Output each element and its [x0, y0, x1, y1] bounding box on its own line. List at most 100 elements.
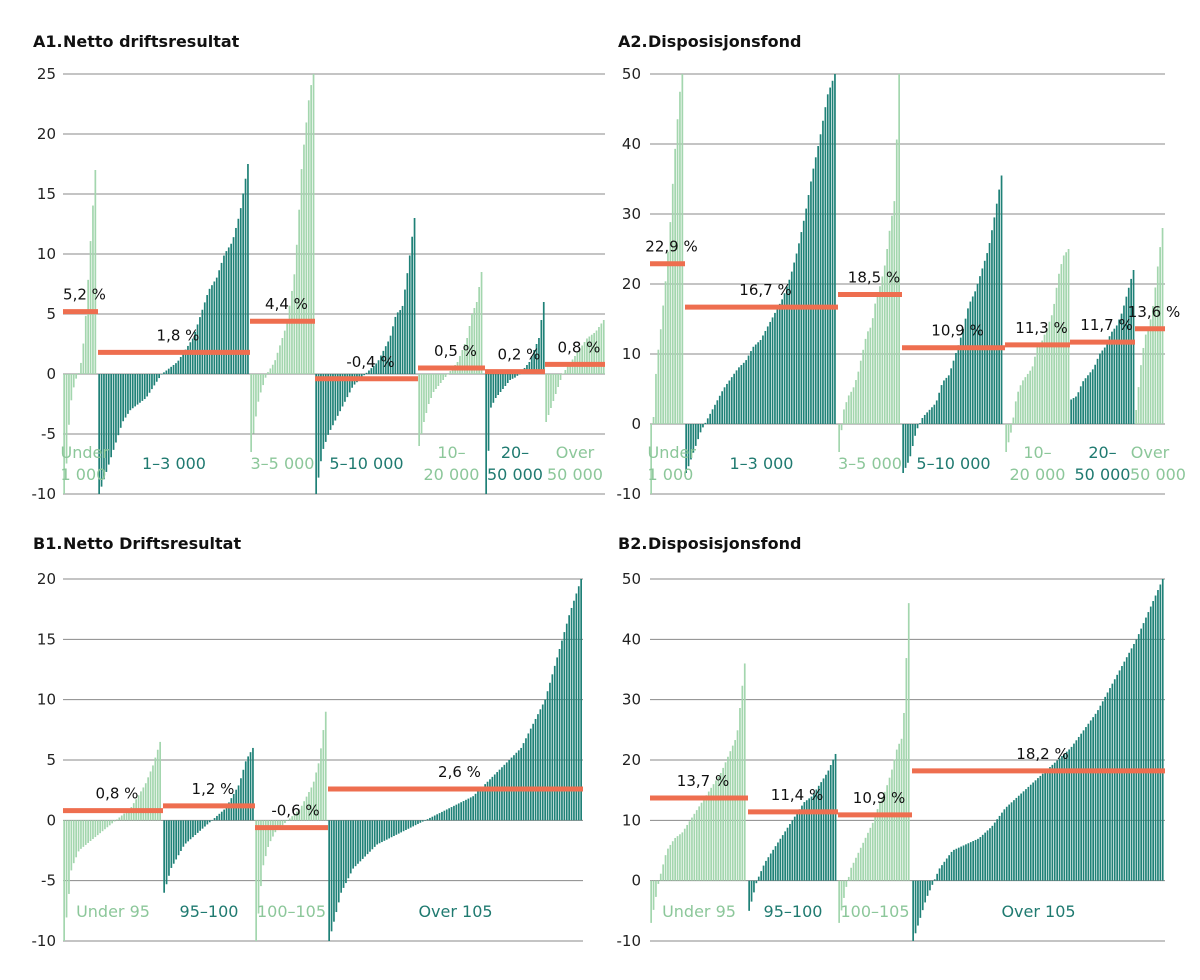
bar	[276, 352, 279, 374]
bar	[70, 820, 73, 871]
bar	[786, 827, 789, 881]
bar	[312, 74, 315, 374]
bar	[774, 312, 776, 424]
bar	[499, 374, 502, 392]
y-tick-label: -5	[41, 425, 56, 443]
bar	[738, 367, 740, 424]
bar	[189, 820, 192, 840]
y-tick-label: 0	[46, 365, 56, 383]
mean-label: 11,4 %	[771, 786, 823, 804]
bar	[361, 820, 364, 859]
bar	[693, 813, 696, 881]
bar	[676, 119, 679, 424]
bar	[1049, 767, 1051, 881]
bar	[194, 820, 197, 836]
y-tick-label: 50	[622, 570, 641, 588]
bar	[105, 374, 108, 472]
bar	[352, 820, 354, 869]
bar	[329, 374, 332, 430]
bar	[1130, 648, 1133, 881]
bar	[192, 820, 194, 838]
bar	[745, 360, 747, 424]
bar	[127, 374, 129, 414]
bar	[354, 820, 357, 867]
bar	[924, 880, 926, 903]
bar	[1084, 378, 1087, 424]
bar	[117, 374, 120, 436]
bar	[1125, 296, 1128, 424]
bar	[759, 340, 762, 424]
mean-label: 13,6 %	[1128, 303, 1180, 321]
group-2: 18,5 %	[838, 74, 902, 452]
bar	[1147, 612, 1150, 881]
bar	[710, 787, 712, 881]
bar	[776, 308, 779, 424]
bar	[781, 299, 783, 424]
bar	[838, 880, 840, 923]
bar	[1044, 771, 1046, 881]
bar	[501, 767, 503, 821]
bar	[914, 880, 917, 934]
bar	[1075, 396, 1077, 424]
bar	[537, 714, 539, 821]
group-label: 100–105	[256, 902, 327, 921]
panel-title-text: Disposisjonsfond	[648, 32, 802, 51]
bar	[528, 362, 531, 374]
bar	[781, 835, 784, 881]
bar	[881, 276, 884, 424]
y-tick-label: 20	[37, 125, 56, 143]
bar	[796, 812, 798, 881]
bar	[538, 338, 540, 374]
bar	[969, 301, 972, 424]
bar	[876, 809, 879, 881]
bar	[1099, 353, 1101, 424]
bar	[388, 820, 390, 839]
bar	[972, 841, 974, 881]
bar	[558, 648, 561, 821]
bar	[125, 811, 128, 821]
bar	[199, 820, 201, 831]
bar	[223, 809, 225, 821]
bar	[1106, 342, 1108, 424]
bar	[734, 740, 736, 881]
bar	[964, 318, 967, 424]
bar	[279, 345, 281, 374]
bar	[514, 374, 516, 378]
bar	[843, 880, 845, 898]
bar	[230, 243, 232, 374]
bar	[1149, 319, 1152, 424]
bar	[535, 344, 538, 374]
bar	[681, 832, 684, 881]
y-tick-label: 25	[37, 65, 56, 83]
bar	[867, 832, 869, 881]
bar	[396, 312, 399, 374]
group-1: 1,2 %	[163, 747, 255, 893]
bar	[977, 838, 979, 881]
bar	[479, 788, 482, 821]
bar	[726, 383, 728, 424]
bar	[827, 770, 830, 881]
bar	[267, 372, 269, 374]
bar	[984, 832, 986, 881]
bar	[940, 385, 943, 424]
bar	[151, 374, 153, 390]
bar	[345, 820, 347, 884]
bar	[408, 255, 411, 374]
bar	[916, 424, 919, 429]
bar	[288, 818, 291, 821]
bar	[1127, 287, 1130, 424]
bar	[563, 632, 566, 821]
bar	[655, 880, 657, 897]
bar	[568, 615, 570, 821]
bar	[718, 395, 721, 424]
bar	[493, 774, 496, 821]
mean-label: 16,7 %	[739, 281, 791, 299]
bar	[380, 355, 382, 374]
bar	[988, 243, 991, 424]
group-0: 0,8 %	[63, 741, 163, 941]
bar	[390, 820, 393, 838]
bar	[712, 784, 715, 881]
mean-label: 0,8 %	[96, 785, 139, 803]
bar	[929, 880, 931, 891]
bar	[825, 774, 827, 881]
